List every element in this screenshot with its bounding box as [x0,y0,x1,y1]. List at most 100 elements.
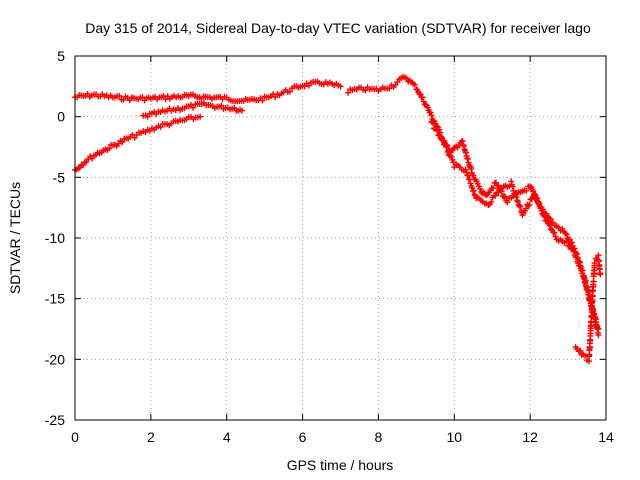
y-tick-label: -15 [45,291,65,307]
data-point-marker [434,127,441,134]
data-point-marker [540,212,547,219]
data-point-marker [548,226,555,233]
data-point-marker [466,176,473,183]
data-point-marker [428,112,435,119]
data-point-marker [589,293,596,300]
data-point-marker [570,248,577,255]
y-tick-labels: 5 0 -5 -10 -15 -20 -25 [45,48,65,428]
data-point-marker [555,224,562,231]
y-tick-label: 0 [57,109,65,125]
data-point-marker [513,193,520,200]
data-point-marker [563,238,570,245]
data-point-marker [495,182,502,189]
x-tick-label: 2 [147,429,155,445]
data-point-marker [495,189,502,196]
data-point-marker [429,119,436,126]
data-point-marker [190,104,197,111]
data-point-marker [403,75,410,82]
data-point-marker [576,262,583,269]
data-point-marker [120,96,127,103]
data-point-marker [577,347,584,354]
data-point-marker [411,81,418,88]
data-point-marker [492,192,499,199]
data-point-marker [443,144,450,151]
data-point-marker [417,91,424,98]
data-point-marker [530,192,537,199]
data-point-marker [504,199,511,206]
data-point-marker [547,215,554,222]
x-tick-label: 4 [223,429,231,445]
data-points [72,73,604,365]
data-point-marker [568,239,575,246]
data-point-marker [427,109,434,116]
data-point-marker [551,229,558,236]
data-point-marker [428,118,435,125]
data-point-marker [424,104,431,111]
data-point-marker [523,187,530,194]
data-point-marker [470,187,477,194]
data-point-marker [420,98,427,105]
data-point-marker [573,253,580,260]
data-point-marker [541,213,548,220]
data-point-marker [531,193,538,200]
data-point-marker [286,88,293,95]
grid-lines [75,56,606,420]
data-point-marker [116,92,123,99]
data-point-marker [259,97,266,104]
data-point-marker [502,193,509,200]
data-point-marker [516,202,523,209]
data-point-marker [595,332,602,339]
data-point-marker [563,231,570,238]
y-axis-label: SDTVAR / TECUs [7,182,23,294]
data-point-marker [419,94,426,101]
x-tick-labels: 0 2 4 6 8 10 12 14 [71,429,614,445]
data-point-marker [477,185,484,192]
plot-frame [74,55,607,421]
data-point-marker [517,203,524,210]
data-point-marker [488,198,495,205]
y-tick-label: -20 [45,351,65,367]
data-point-marker [546,222,553,229]
data-point-marker [463,169,470,176]
data-point-marker [562,230,569,237]
data-point-marker [538,207,545,214]
y-tick-label: -5 [53,169,66,185]
data-point-marker [345,89,352,96]
data-point-marker [436,131,443,138]
data-point-marker [238,107,245,114]
x-tick-label: 8 [375,429,383,445]
y-tick-label: -10 [45,230,65,246]
data-point-marker [566,236,573,243]
data-point-marker [157,124,164,131]
data-point-marker [591,260,598,267]
data-point-marker [475,183,482,190]
data-point-marker [595,326,602,332]
y-tick-label: -25 [45,412,65,428]
data-point-marker [526,201,533,208]
data-point-marker [578,267,585,274]
data-point-marker [144,113,151,120]
data-point-marker [139,94,146,101]
data-point-marker [465,172,472,179]
data-point-marker [515,198,522,205]
data-point-marker [362,87,369,94]
data-point-marker [470,172,477,179]
data-point-marker [490,185,497,192]
data-point-marker [438,136,445,143]
data-point-marker [552,233,559,240]
data-point-marker [337,83,344,90]
data-point-marker [218,102,225,109]
data-point-marker [106,145,113,152]
data-point-marker [509,183,516,190]
x-tick-label: 12 [522,429,538,445]
data-point-marker [197,113,204,120]
data-point-marker [590,278,597,285]
x-tick-label: 6 [299,429,307,445]
x-axis-label: GPS time / hours [287,457,394,473]
data-point-marker [597,271,604,278]
x-tick-label: 10 [446,429,462,445]
x-tick-label: 14 [598,429,614,445]
y-tick-label: 5 [57,48,65,64]
x-tick-label: 0 [71,429,79,445]
chart-title: Day 315 of 2014, Sidereal Day-to-day VTE… [85,20,591,36]
